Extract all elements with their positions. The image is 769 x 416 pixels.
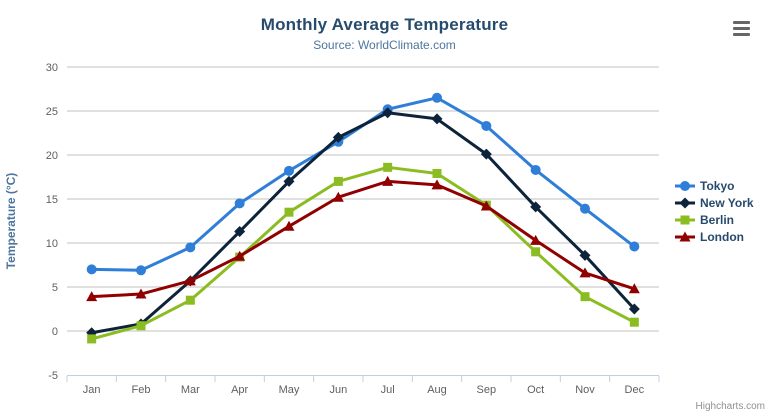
y-axis-title: Temperature (°C) [4, 173, 18, 270]
diamond-marker-icon [675, 197, 695, 208]
x-axis-tick-label: Sep [477, 384, 497, 396]
export-menu-button[interactable] [733, 21, 750, 39]
series-line-london[interactable] [90, 179, 636, 299]
legend-item-tokyo[interactable]: Tokyo [675, 177, 754, 194]
series-tokyo[interactable] [86, 92, 640, 276]
x-axis-tick-label: Nov [575, 384, 595, 396]
y-axis-tick-label: 10 [46, 238, 58, 250]
x-axis-tick-label: Feb [132, 384, 151, 396]
legend-item-london[interactable]: London [675, 228, 754, 245]
y-axis-tick-label: 5 [52, 282, 58, 294]
y-axis-tick-label: 0 [52, 326, 58, 338]
legend-item-new-york[interactable]: New York [675, 194, 754, 211]
series-london[interactable] [86, 175, 640, 302]
triangle-marker-icon [675, 231, 695, 241]
axes: -5 0 5 10 15 20 25 30 Jan Feb Mar Apr May Jun Jul Aug Se… [46, 62, 660, 396]
y-axis-tick-label: 25 [46, 106, 58, 118]
y-axis-tick-label: 30 [46, 62, 58, 74]
x-axis-tick-label: Dec [625, 384, 645, 396]
credit-link[interactable]: Highcharts.com [695, 401, 765, 412]
circle-marker-icon [675, 180, 695, 191]
x-axis-tick-label: Jun [329, 384, 347, 396]
series-line-berlin[interactable] [90, 165, 636, 341]
hamburger-icon [733, 27, 750, 30]
y-axis-tick-label: 15 [46, 194, 58, 206]
x-axis-tick-label: Aug [427, 384, 447, 396]
legend-item-label: Berlin [700, 212, 735, 227]
x-axis-tick-label: Mar [181, 384, 200, 396]
x-axis-tick-label: Apr [231, 384, 248, 396]
chart-subtitle: Source: WorldClimate.com [313, 38, 456, 52]
x-axis-tick-label: Jan [83, 384, 101, 396]
x-axis-tick-label: Jul [381, 384, 395, 396]
legend-item-label: Tokyo [700, 178, 735, 193]
hamburger-icon [733, 21, 750, 24]
series[interactable] [86, 92, 640, 344]
series-line-new-york[interactable] [90, 111, 636, 335]
y-axis-tick-label: 20 [46, 150, 58, 162]
chart-title: Monthly Average Temperature [260, 15, 509, 34]
hamburger-icon [733, 33, 750, 36]
y-axis-tick-label: -5 [48, 370, 58, 382]
legend-item-berlin[interactable]: Berlin [675, 211, 754, 228]
square-marker-icon [675, 215, 695, 224]
x-axis-tick-label: Oct [527, 384, 544, 396]
legend-item-label: London [700, 229, 744, 244]
series-new-york[interactable] [86, 107, 640, 339]
legend: Tokyo New York Berlin London [675, 177, 754, 245]
legend-item-label: New York [700, 195, 754, 210]
x-axis-tick-label: May [279, 384, 300, 396]
